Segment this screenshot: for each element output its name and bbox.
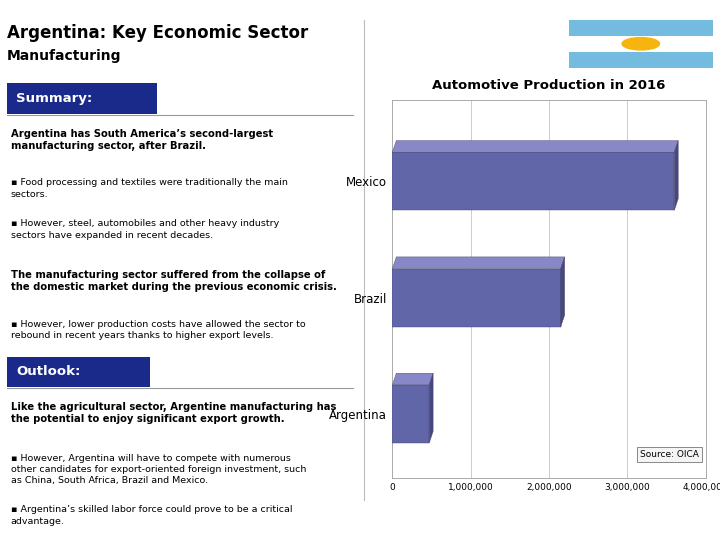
Polygon shape	[392, 140, 678, 152]
Bar	[569, 20, 713, 36]
Polygon shape	[429, 373, 433, 443]
FancyBboxPatch shape	[7, 83, 157, 114]
Text: Source: OICA: Source: OICA	[641, 450, 699, 459]
Text: ▪ Food processing and textiles were traditionally the main
sectors.: ▪ Food processing and textiles were trad…	[11, 178, 287, 199]
Text: ▪ However, lower production costs have allowed the sector to
rebound in recent y: ▪ However, lower production costs have a…	[11, 320, 305, 340]
Title: Automotive Production in 2016: Automotive Production in 2016	[432, 79, 666, 92]
Polygon shape	[392, 257, 564, 268]
Bar	[392, 152, 674, 211]
Polygon shape	[674, 140, 678, 211]
Bar	[569, 52, 713, 68]
Text: Argentina has South America’s second-largest
manufacturing sector, after Brazil.: Argentina has South America’s second-lar…	[11, 129, 273, 151]
Polygon shape	[392, 373, 433, 385]
Text: The manufacturing sector suffered from the collapse of
the domestic market durin: The manufacturing sector suffered from t…	[11, 270, 337, 292]
Bar	[569, 36, 713, 52]
Bar	[392, 268, 561, 327]
Polygon shape	[561, 257, 564, 327]
Text: Argentina: Key Economic Sector: Argentina: Key Economic Sector	[7, 24, 308, 42]
Circle shape	[622, 38, 660, 50]
Text: Like the agricultural sector, Argentine manufacturing has
the potential to enjoy: Like the agricultural sector, Argentine …	[11, 402, 336, 424]
Text: Manufacturing: Manufacturing	[7, 49, 122, 63]
Text: 23: 23	[529, 512, 545, 525]
Text: Outlook:: Outlook:	[16, 366, 81, 379]
Text: The ISA October 2017 Argentina Country Report: The ISA October 2017 Argentina Country R…	[11, 513, 410, 528]
Text: ▪ However, Argentina will have to compete with numerous
other candidates for exp: ▪ However, Argentina will have to compet…	[11, 454, 306, 485]
Text: ▪ However, steel, automobiles and other heavy industry
sectors have expanded in : ▪ However, steel, automobiles and other …	[11, 219, 279, 240]
Bar	[392, 385, 429, 443]
Text: ▪ Argentina’s skilled labor force could prove to be a critical
advantage.: ▪ Argentina’s skilled labor force could …	[11, 505, 292, 525]
Text: Summary:: Summary:	[16, 92, 92, 105]
FancyBboxPatch shape	[7, 357, 150, 387]
